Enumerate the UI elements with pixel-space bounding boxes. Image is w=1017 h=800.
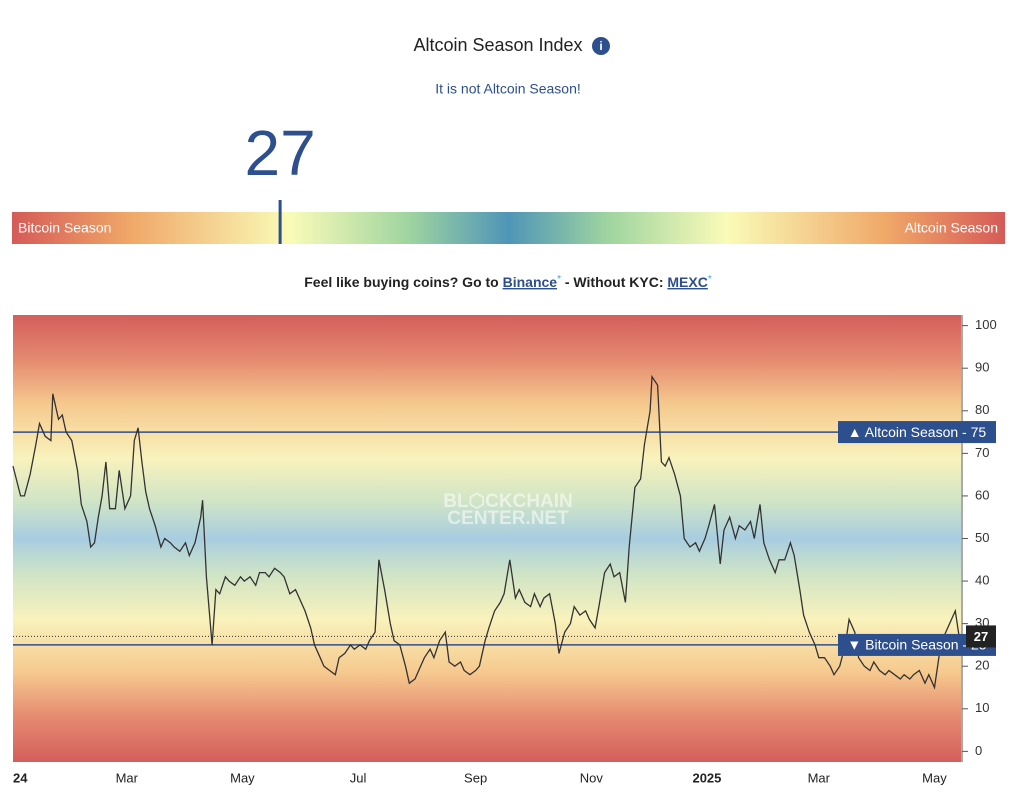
x-tick-label: Sep	[464, 770, 487, 785]
x-tick-label: Mar	[808, 770, 831, 785]
x-tick-label: 2025	[692, 770, 721, 785]
y-tick-label: 70	[975, 445, 989, 460]
y-tick-label: 20	[975, 658, 989, 673]
x-tick-label: Mar	[116, 770, 139, 785]
x-tick-label: Jul	[350, 770, 367, 785]
reference-label-box	[838, 633, 996, 656]
y-tick-label: 50	[975, 530, 989, 545]
gauge-min-label: Bitcoin Season	[18, 220, 111, 236]
y-tick-label: 100	[975, 317, 997, 332]
subtitle: It is not Altcoin Season!	[435, 81, 581, 97]
y-tick-label: 60	[975, 487, 989, 502]
x-tick-label: May	[922, 770, 947, 785]
y-tick-label: 90	[975, 360, 989, 375]
reference-label: ▼ Bitcoin Season - 25	[847, 637, 986, 653]
info-icon-glyph: i	[599, 39, 602, 53]
line	[12, 374, 960, 690]
star: *	[708, 274, 712, 285]
title: Altcoin Season Index	[413, 35, 582, 55]
y-tick-label: 10	[975, 700, 989, 715]
reference-label: ▲ Altcoin Season - 75	[848, 424, 987, 440]
y-tick-label: 40	[975, 573, 989, 588]
current-label: 27	[974, 629, 988, 644]
star: *	[557, 274, 561, 285]
x-tick-label: May	[230, 770, 255, 785]
y-tick-label: 0	[975, 743, 982, 758]
reference-label-box	[838, 421, 996, 444]
promo-text: Feel like buying coins? Go to	[304, 274, 498, 290]
gauge-max-label: Altcoin Season	[905, 220, 998, 236]
x-tick-label: Nov	[580, 770, 604, 785]
y-tick-label: 80	[975, 402, 989, 417]
link[interactable]: Binance	[503, 274, 558, 290]
info-icon[interactable]	[592, 37, 610, 55]
promo-text: - Without KYC:	[565, 274, 664, 290]
gauge-value: 27	[245, 117, 316, 189]
plot-background	[13, 315, 961, 762]
promo: Feel like buying coins? Go to Binance* -…	[304, 274, 712, 290]
link[interactable]: MEXC	[667, 274, 707, 290]
watermark: CENTER.NET	[447, 508, 569, 529]
current-label-box	[966, 625, 996, 648]
x-tick-label: 24	[13, 770, 28, 785]
gauge-bar	[12, 212, 1005, 244]
watermark: BL⬡CKCHAIN	[443, 491, 573, 512]
